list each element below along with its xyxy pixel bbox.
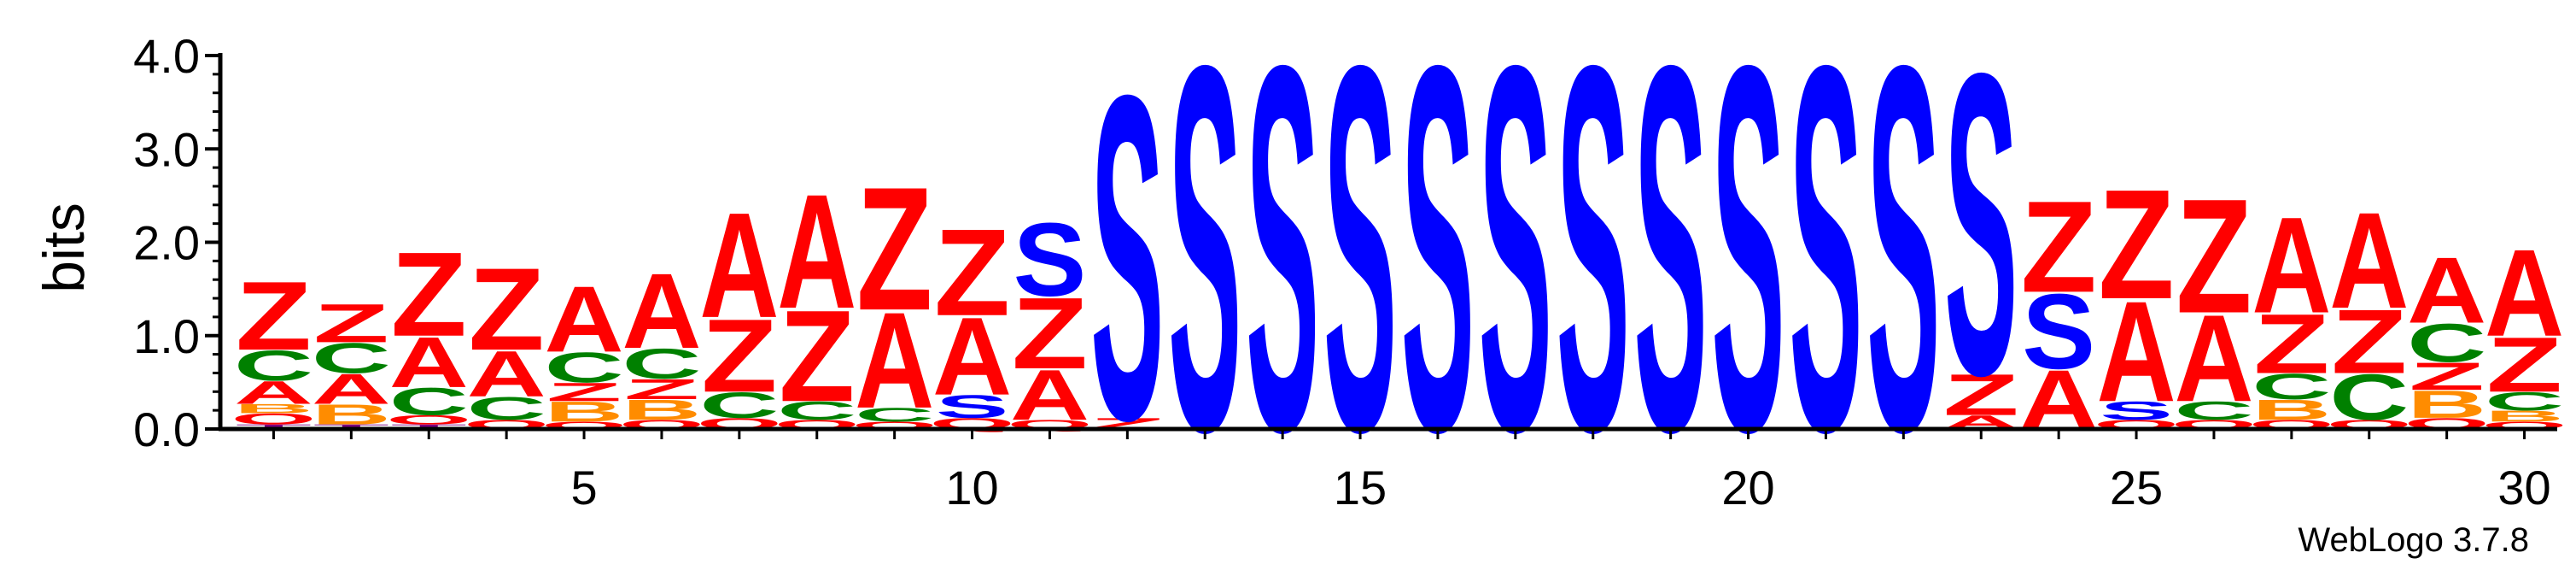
logo-letter-a: A [2097,272,2176,432]
logo-letter-c: C [699,385,779,426]
logo-letter-a: A [2329,184,2409,338]
logo-letter-s: S [1401,0,1475,540]
logo-letter-a: A [932,295,1012,418]
logo-letter-a: A [1010,356,1089,435]
logo-letter-z: Z [469,244,545,375]
logo-letter-s: S [1866,0,1940,540]
logo-letter-s: S [1789,0,1862,540]
x-tick-label: 10 [945,461,998,514]
logo-letter-c: C [777,396,856,425]
y-tick-label: 1.0 [133,309,200,363]
plot-area: TOBACZTBACZTOCAZOCAZOBZCAOBZCAOCZAOCZAQC… [231,0,2567,540]
logo-letter-b: B [622,394,701,426]
y-tick-label: 4.0 [133,29,200,83]
logo-letter-z: Z [2486,321,2562,408]
logo-letter-s: S [2100,396,2173,425]
logo-letter-b: B [312,398,391,430]
logo-letter-c: C [2252,367,2331,408]
logo-letter-s: S [1712,0,1785,540]
logo-letter-t: T [313,423,389,431]
logo-letter-z: Z [701,297,777,414]
logo-letter-s: S [936,389,1009,426]
logo-letter-c: C [234,341,313,390]
logo-letter-s: S [1944,0,2018,464]
logo-letter-z: Z [2021,173,2097,320]
logo-letter-a: A [467,338,546,410]
logo-letter-z: Z [1012,278,1088,391]
logo-letter-c: C [622,339,701,388]
logo-letter-s: S [1479,0,1552,540]
logo-letter-s: S [1634,0,1708,540]
logo-letter-o: O [231,410,316,427]
x-tick-label: 30 [2497,461,2550,514]
x-tick-label: 5 [570,461,597,514]
logo-letter-z: Z [2099,157,2175,332]
logo-letter-b: B [2252,394,2331,426]
logo-letter-c: C [2329,361,2409,434]
logo-letter-s: S [1013,201,1086,318]
logo-letter-a: A [234,374,313,411]
logo-letter-z: Z [236,261,312,370]
x-tick-label: 20 [1721,461,1774,514]
logo-letter-z: Z [2176,164,2252,347]
logo-letter-a: A [389,323,469,403]
logo-letter-c: C [467,391,546,427]
x-tick-label: 15 [1334,461,1387,514]
logo-letter-a: A [622,251,701,371]
logo-letter-s: S [2022,272,2095,391]
weblogo-version-footer: WebLogo 3.7.8 [2298,521,2529,559]
logo-letter-z: Z [2409,355,2485,398]
logo-letter-c: C [389,379,469,423]
logo-letter-t: T [236,423,312,431]
logo-letter-c: C [2407,312,2486,373]
logo-letter-b: B [2407,383,2486,426]
logo-letter-c: C [2174,396,2253,425]
logo-letter-a: A [855,283,934,437]
logo-letter-z: Z [2253,297,2329,391]
y-tick-label: 3.0 [133,122,200,176]
logo-letter-o: O [386,413,471,427]
y-tick-label: 0.0 [133,403,200,456]
logo-letter-s: S [1168,0,1241,540]
logo-letter-a: A [2485,225,2564,363]
x-axis-ticks: 5 10 15 20 25 30 [272,429,2551,514]
logo-letter-s: S [1557,0,1630,540]
logo-letter-z: Z [391,227,467,361]
logo-letter-z: Z [779,283,855,429]
logo-letter-c: C [2485,386,2564,415]
logo-letter-a: A [545,267,624,372]
logo-letter-a: A [2174,290,2253,428]
x-tick-label: 25 [2110,461,2163,514]
y-axis-ticks: 0.0 1.0 2.0 3.0 4.0 [133,29,220,456]
logo-letter-b: B [545,396,624,427]
logo-letter-z: Z [856,150,932,347]
logo-letter-z: Z [546,378,622,407]
logo-letter-s: S [1323,0,1397,540]
logo-letter-a: A [699,181,779,349]
logo-letter-a: A [777,162,856,343]
logo-letter-s: S [1246,0,1319,540]
logo-letter-z: Z [934,203,1010,342]
logo-letter-z: Z [313,292,389,354]
logo-letter-b: B [2485,408,2564,425]
logo-letter-c: C [312,334,391,383]
logo-letter-a: A [2407,238,2486,343]
logo-letter-z: Z [1943,362,2019,428]
y-tick-label: 2.0 [133,216,200,270]
logo-letter-a: A [312,365,391,414]
y-axis-label: bits [32,203,96,293]
logo-letter-z: Z [2331,291,2407,393]
logo-letter-c: C [545,344,624,392]
logo-letter-a: A [2252,188,2331,342]
logo-letter-z: Z [623,373,699,405]
logo-letter-t: T [391,423,467,431]
logo-letter-c: C [855,403,934,426]
logo-letter-b: B [234,402,313,416]
